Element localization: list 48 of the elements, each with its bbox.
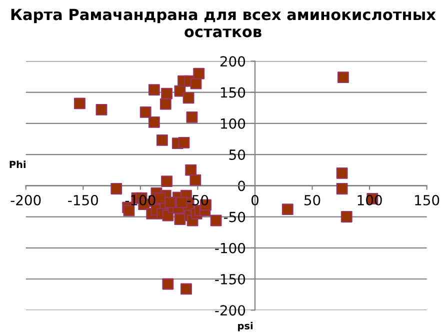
x-axis-title: psi	[238, 322, 253, 332]
point	[336, 167, 348, 179]
point	[178, 136, 190, 148]
point	[174, 214, 186, 225]
point	[185, 164, 197, 176]
point	[210, 214, 222, 226]
y-tick-label: 200	[220, 56, 246, 67]
point	[154, 192, 166, 204]
y-tick-label: -50	[224, 212, 246, 222]
point	[160, 98, 172, 110]
point	[193, 68, 205, 80]
point	[110, 183, 122, 194]
point	[74, 98, 86, 110]
y-tick-label: 100	[220, 118, 246, 129]
y-tick-label: -150	[215, 274, 246, 284]
x-tick-label: 50	[304, 194, 320, 206]
x-tick-label: -200	[10, 194, 41, 206]
point	[148, 116, 160, 128]
point	[161, 176, 172, 187]
x-tick-label: -100	[125, 194, 156, 206]
point	[96, 104, 108, 116]
point	[164, 196, 176, 208]
point	[176, 196, 188, 208]
point	[161, 88, 172, 100]
point	[162, 278, 174, 290]
point	[337, 72, 349, 84]
x-tick-label: 150	[415, 194, 440, 206]
point	[182, 92, 194, 104]
point	[186, 111, 198, 123]
y-tick-label: 150	[220, 87, 246, 98]
x-tick-label: -50	[187, 194, 208, 206]
x-tick-label: 0	[251, 194, 258, 206]
x-tick-label: -150	[68, 194, 98, 206]
point	[180, 283, 192, 295]
point	[123, 204, 135, 216]
chart-title: Карта Рамачандрана для всех аминокислотных остатков	[11, 8, 436, 38]
y-tick-label: 50	[229, 149, 246, 160]
point	[336, 183, 348, 194]
y-axis-title: Phi	[10, 160, 26, 168]
y-tick-label: 0	[238, 180, 246, 192]
point	[140, 106, 152, 118]
y-tick-label: -100	[215, 242, 246, 254]
point	[190, 174, 202, 186]
point	[148, 84, 160, 96]
point	[282, 204, 294, 215]
y-tick-label: -200	[215, 305, 246, 316]
point	[156, 134, 168, 146]
point	[340, 211, 352, 222]
